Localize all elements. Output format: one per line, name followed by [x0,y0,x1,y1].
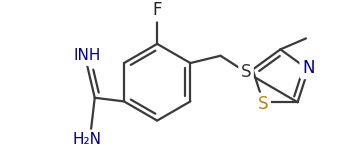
Text: S: S [241,63,251,81]
Text: F: F [152,1,162,19]
Text: S: S [258,95,269,113]
Text: INH: INH [74,48,101,63]
Text: N: N [302,59,314,77]
Text: H₂N: H₂N [73,132,102,147]
